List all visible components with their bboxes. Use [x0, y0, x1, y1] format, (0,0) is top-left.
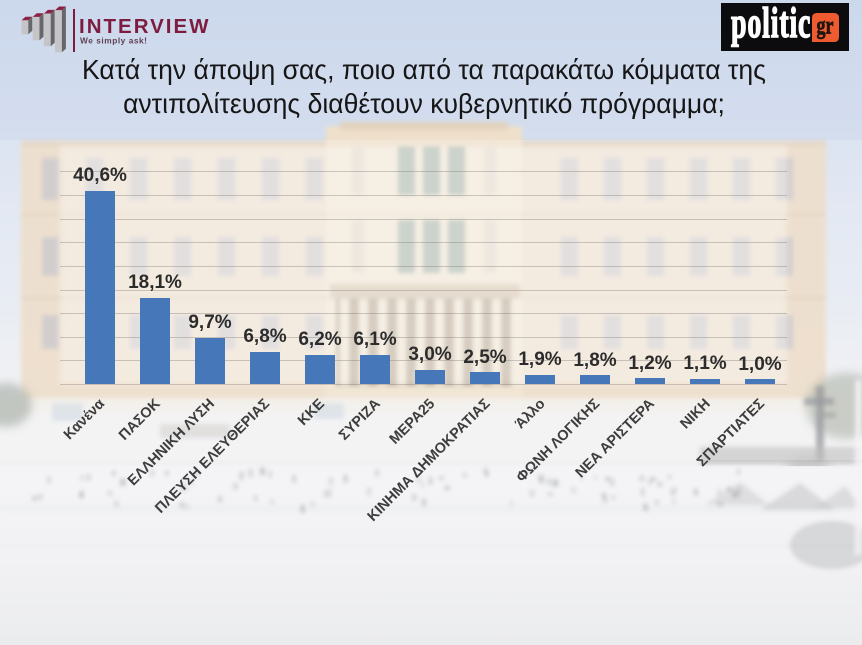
svg-text:We simply ask!: We simply ask! [80, 36, 148, 46]
svg-text:INTERVIEW: INTERVIEW [79, 15, 211, 38]
svg-text:gr: gr [817, 10, 834, 39]
svg-text:politic: politic [731, 0, 811, 47]
